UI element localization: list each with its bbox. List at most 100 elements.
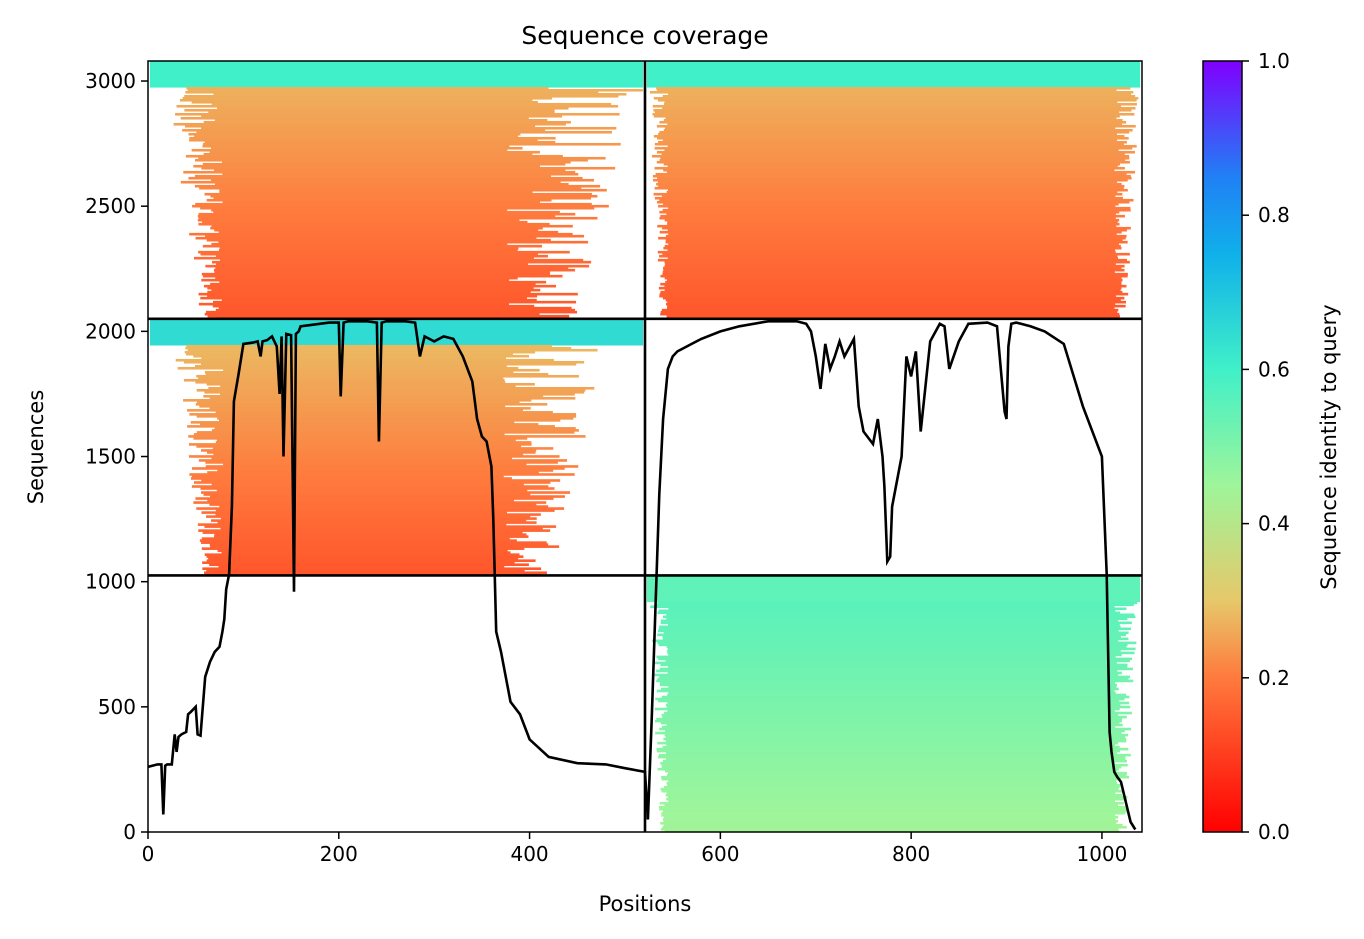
msa-row <box>660 619 1119 623</box>
colorbar-label: Sequence identity to query <box>1317 304 1341 589</box>
msa-row <box>201 491 571 494</box>
msa-row <box>666 212 1116 216</box>
y-tick-label: 2000 <box>85 319 136 343</box>
msa-row <box>646 581 1141 585</box>
msa-row <box>667 144 1137 148</box>
msa-row <box>187 348 598 352</box>
msa-row <box>664 244 1121 248</box>
msa-row <box>656 182 1122 186</box>
msa-row <box>656 669 1118 673</box>
msa-row <box>149 342 644 346</box>
msa-row <box>205 264 590 268</box>
msa-row <box>666 781 1118 785</box>
msa-row <box>663 737 1127 741</box>
msa-row <box>658 180 1118 184</box>
msa-row <box>654 166 1125 170</box>
colorbar-tick-label: 0.8 <box>1258 203 1290 227</box>
msa-row <box>200 362 577 366</box>
msa-row <box>657 601 1138 605</box>
msa-row <box>660 312 1120 316</box>
msa-row <box>215 308 576 312</box>
msa-row <box>666 797 1127 801</box>
msa-row <box>184 350 536 354</box>
msa-row <box>200 296 527 300</box>
msa-row <box>662 817 1116 821</box>
chart-title: Sequence coverage <box>521 21 768 50</box>
msa-row <box>184 108 555 112</box>
msa-row <box>223 463 527 466</box>
msa-row <box>661 308 1119 312</box>
msa-row <box>205 465 579 468</box>
msa-row <box>206 198 552 202</box>
msa-row <box>149 74 644 78</box>
msa-row <box>646 82 1141 86</box>
msa-row <box>214 533 527 536</box>
msa-row <box>194 481 551 484</box>
msa-row <box>662 615 1136 619</box>
msa-row <box>211 288 541 292</box>
msa-row <box>206 515 531 518</box>
msa-row <box>665 298 1121 302</box>
msa-row <box>212 304 535 308</box>
msa-row <box>219 246 519 250</box>
msa-row <box>661 811 1126 815</box>
msa-row <box>210 545 560 548</box>
msa-row <box>646 66 1141 70</box>
msa-row <box>667 773 1127 777</box>
msa-row <box>658 204 1116 208</box>
msa-row <box>201 114 563 118</box>
msa-row <box>660 681 1116 685</box>
msa-blocks <box>149 61 1141 832</box>
msa-row <box>189 413 577 416</box>
msa-row <box>667 304 1126 308</box>
msa-row <box>204 525 557 528</box>
msa-row <box>663 631 1129 635</box>
msa-row <box>664 218 1120 222</box>
msa-row <box>201 166 616 170</box>
x-tick-label: 600 <box>701 842 739 866</box>
msa-row <box>655 697 1125 701</box>
msa-row <box>658 132 1118 136</box>
msa-row <box>204 370 514 374</box>
msa-row <box>667 122 1123 126</box>
msa-row <box>658 627 1131 631</box>
colorbar-tick-label: 0.0 <box>1258 820 1290 844</box>
msa-row <box>190 421 515 424</box>
msa-row <box>656 88 1117 92</box>
msa-row <box>646 587 1141 591</box>
msa-row <box>149 326 644 330</box>
msa-row <box>660 290 1123 294</box>
msa-row <box>661 789 1124 793</box>
msa-row <box>220 517 537 520</box>
msa-row <box>667 795 1128 799</box>
msa-row <box>215 254 548 258</box>
msa-row <box>658 699 1120 703</box>
x-tick-label: 400 <box>510 842 548 866</box>
msa-row <box>206 451 536 454</box>
msa-row <box>666 645 1127 649</box>
msa-row <box>664 260 1130 264</box>
msa-row <box>149 330 644 334</box>
msa-row <box>653 108 1132 112</box>
msa-row <box>193 433 505 436</box>
msa-row <box>198 529 551 532</box>
msa-row <box>659 198 1134 202</box>
msa-row <box>149 328 644 332</box>
msa-row <box>663 823 1123 827</box>
msa-row <box>662 252 1130 256</box>
msa-row <box>656 86 1131 90</box>
msa-row <box>204 140 556 144</box>
msa-row <box>193 164 541 168</box>
msa-row <box>221 298 537 302</box>
msa-row <box>185 154 563 158</box>
msa-row <box>212 300 577 304</box>
msa-row <box>667 647 1136 651</box>
msa-row <box>653 134 1125 138</box>
msa-row <box>664 733 1129 737</box>
msa-row <box>149 72 644 76</box>
msa-row <box>173 122 566 126</box>
msa-row <box>656 747 1129 751</box>
msa-row <box>176 104 619 108</box>
msa-row <box>210 194 598 198</box>
msa-row <box>667 701 1130 705</box>
